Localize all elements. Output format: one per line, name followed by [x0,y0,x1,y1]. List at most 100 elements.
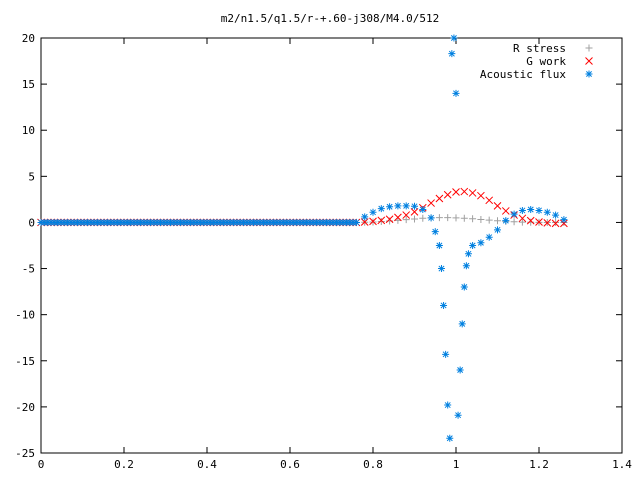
data-point [377,216,386,225]
series-acoustic-flux [37,34,568,442]
data-point [551,219,560,228]
data-point [402,211,411,219]
data-point [468,189,477,197]
data-point [460,214,468,222]
x-tick-label: 0.2 [114,458,134,471]
x-tick-label: 0.6 [280,458,300,471]
data-point [494,226,501,234]
data-point [464,250,472,258]
data-point [435,194,444,203]
data-point [485,216,493,224]
data-point [444,214,452,222]
y-tick-label: -15 [15,355,35,368]
y-tick-label: 5 [28,170,35,183]
data-point [419,206,427,214]
data-point [419,214,427,222]
data-point [527,218,535,226]
data-point [377,205,385,213]
x-tick-label: 0 [38,458,45,471]
data-point [477,239,485,247]
plot-frame [40,37,623,454]
data-point [494,217,501,225]
data-point [410,207,419,216]
data-point [485,196,494,205]
data-point [435,242,443,249]
data-point [386,203,394,211]
data-point [510,218,518,226]
data-point [454,411,462,419]
data-point [460,283,468,291]
data-point [518,214,527,223]
data-point [444,401,452,409]
data-point [518,206,526,214]
legend-marker [585,57,593,65]
data-point [460,187,469,196]
y-tick-label: -25 [15,447,35,460]
data-point [452,188,460,196]
data-point [402,216,410,224]
data-point [440,301,448,309]
legend-label: Acoustic flux [480,68,566,81]
x-tick-label: 0.4 [197,458,217,471]
data-point [510,210,518,218]
data-point [361,213,369,221]
y-tick-label: -20 [15,401,35,414]
legend-label: R stress [513,42,566,55]
legend-marker [585,44,593,52]
x-tick-label: 1.2 [529,458,549,471]
data-point [552,211,560,219]
data-point [535,206,543,214]
data-point [527,206,535,214]
legend-marker [585,70,593,78]
data-point [543,208,551,216]
data-point [456,366,464,374]
data-point [427,199,435,207]
data-point [452,89,460,97]
data-point [427,214,435,222]
data-point [443,190,452,199]
data-point [448,50,456,58]
data-point [369,217,377,226]
data-point [394,213,402,222]
data-point [394,202,402,210]
y-tick-label: 0 [28,216,35,229]
data-point [437,265,445,273]
data-point [352,218,360,226]
legend-label: G work [526,55,566,68]
y-tick-label: -10 [15,309,35,322]
data-point [442,350,450,358]
x-tick-label: 1.4 [612,458,632,471]
data-point [446,434,454,442]
data-point [431,228,439,236]
chart-title: m2/n1.5/q1.5/r-+.60-j308/M4.0/512 [221,12,440,25]
data-point [477,191,485,200]
data-point [477,215,485,223]
axes: 0 0.2 0.4 0.6 0.8 1 1.2 1.4 -25 -20 -15 -10 -5 0 5 10 15… [15,32,632,471]
data-point [458,320,466,328]
data-point [469,242,477,249]
data-point [462,262,470,270]
data-point [501,207,510,215]
data-point [377,218,385,226]
y-tick-label: 20 [22,32,35,45]
data-point [411,202,418,210]
x-tick-label: 1 [453,458,460,471]
y-tick-label: -5 [22,263,35,276]
data-point [543,219,552,227]
data-point [369,208,377,216]
data-point [452,214,460,222]
y-tick-label: 10 [22,124,35,137]
y-tick-label: 15 [22,78,35,91]
x-tick-label: 0.8 [363,458,383,471]
data-point [560,219,568,228]
data-point [394,216,402,224]
data-point [493,201,502,210]
data-point [535,218,543,226]
data-point [552,218,560,226]
data-point [385,215,394,224]
data-point [435,214,443,222]
data-point [485,233,493,241]
data-point [450,34,458,42]
